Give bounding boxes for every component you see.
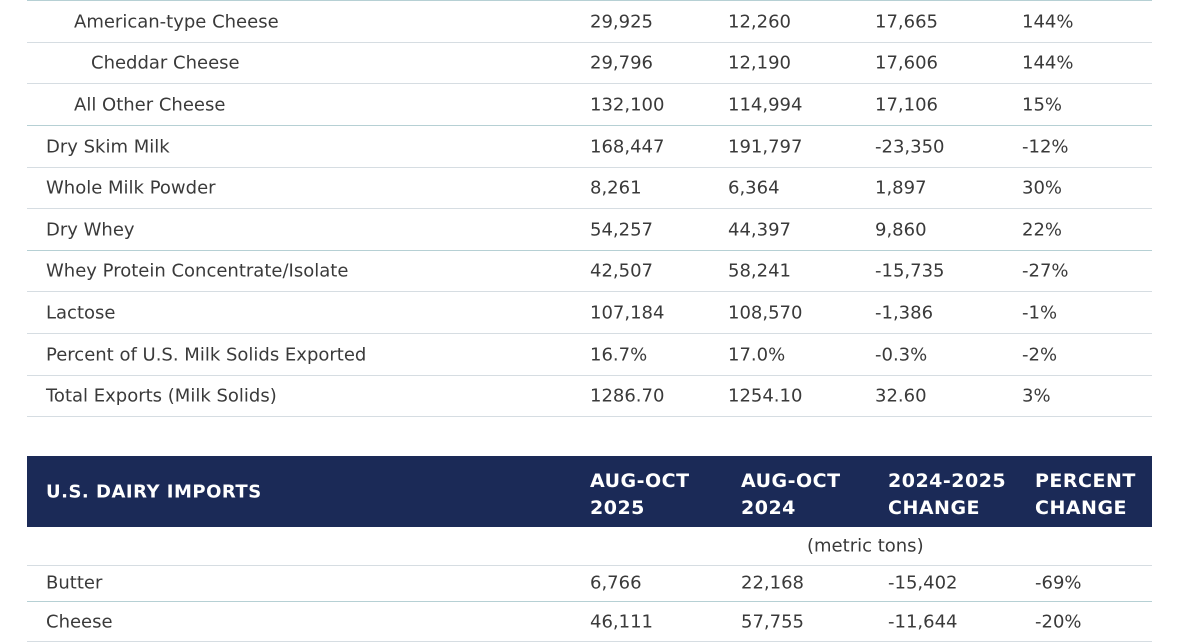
imports-title: U.S. DAIRY IMPORTS [46,481,262,502]
table-row: Lactose 107,184 108,570 -1,386 -1% [27,292,1152,334]
cell-v3: -11,644 [888,611,958,632]
table-row: Percent of U.S. Milk Solids Exported 16.7… [27,334,1152,376]
row-label: American-type Cheese [74,11,279,32]
cell-v1: 46,111 [590,611,653,632]
cell-v3: 17,606 [875,52,938,74]
row-label: Percent of U.S. Milk Solids Exported [46,344,367,365]
table-row: Whole Milk Powder 8,261 6,364 1,897 30% [27,168,1152,209]
cell-v2: 57,755 [741,611,804,632]
cell-v4: -2% [1022,344,1058,365]
cell-v4: -1% [1022,302,1058,323]
table-top-border [27,0,1152,1]
cell-v3: 9,860 [875,219,927,240]
units-label: (metric tons) [807,535,924,557]
table-row: Dry Skim Milk 168,447 191,797 -23,350 -12% [27,126,1152,168]
header-percent-change: PERCENT CHANGE [1035,470,1136,519]
cell-v3: -23,350 [875,136,945,157]
cell-v1: 6,766 [590,572,642,594]
header-aug-oct-2025: AUG-OCT 2025 [590,470,690,519]
row-label: All Other Cheese [74,94,226,115]
row-label: Whole Milk Powder [46,177,216,199]
cell-v1: 8,261 [590,177,642,199]
cell-v1: 1286.70 [590,385,665,407]
row-label: Cheese [46,611,113,632]
units-row: (metric tons) [27,527,1152,566]
cell-v3: 17,106 [875,94,938,115]
cell-v1: 132,100 [590,94,665,115]
row-label: Dry Whey [46,219,135,240]
row-label: Total Exports (Milk Solids) [46,385,277,407]
cell-v4: -20% [1035,611,1082,632]
cell-v2: 44,397 [728,219,791,240]
cell-v2: 114,994 [728,94,803,115]
cell-v4: -27% [1022,260,1069,282]
cell-v2: 17.0% [728,344,786,365]
cell-v3: 32.60 [875,385,927,407]
cell-v2: 108,570 [728,302,803,323]
header-change: 2024-2025 CHANGE [888,470,1007,519]
cell-v4: 144% [1022,11,1074,32]
imports-table-header: U.S. DAIRY IMPORTS AUG-OCT 2025 AUG-OCT … [27,456,1152,527]
cell-v1: 168,447 [590,136,665,157]
cell-v4: 144% [1022,52,1074,74]
cell-v1: 107,184 [590,302,665,323]
table-row: Cheese 46,111 57,755 -11,644 -20% [27,602,1152,642]
exports-table: American-type Cheese 29,925 12,260 17,665 14… [27,1,1152,417]
cell-v2: 12,190 [728,52,791,74]
cell-v3: -15,402 [888,572,958,594]
cell-v2: 6,364 [728,177,780,199]
table-row: Total Exports (Milk Solids) 1286.70 1254.1… [27,376,1152,417]
cell-v4: 22% [1022,219,1063,240]
cell-v1: 54,257 [590,219,653,240]
row-label: Whey Protein Concentrate/Isolate [46,260,349,282]
table-row: All Other Cheese 132,100 114,994 17,106 15% [27,84,1152,126]
imports-table: Butter 6,766 22,168 -15,402 -69% Cheese 46,111… [27,565,1152,642]
cell-v4: -12% [1022,136,1069,157]
row-label: Cheddar Cheese [91,52,240,74]
cell-v3: -0.3% [875,344,928,365]
row-label: Dry Skim Milk [46,136,170,157]
table-row: Whey Protein Concentrate/Isolate 42,507 58… [27,251,1152,292]
table-row: Cheddar Cheese 29,796 12,190 17,606 144% [27,43,1152,84]
cell-v3: 17,665 [875,11,938,32]
cell-v4: 30% [1022,177,1063,199]
cell-v1: 42,507 [590,260,653,282]
cell-v2: 12,260 [728,11,791,32]
cell-v2: 1254.10 [728,385,803,407]
row-label: Lactose [46,302,116,323]
cell-v2: 58,241 [728,260,791,282]
cell-v3: -1,386 [875,302,934,323]
cell-v3: -15,735 [875,260,945,282]
cell-v1: 29,796 [590,52,653,74]
cell-v4: -69% [1035,572,1082,594]
cell-v1: 16.7% [590,344,648,365]
cell-v3: 1,897 [875,177,927,199]
cell-v2: 22,168 [741,572,804,594]
header-aug-oct-2024: AUG-OCT 2024 [741,470,841,519]
table-row: American-type Cheese 29,925 12,260 17,665 14… [27,1,1152,43]
cell-v4: 3% [1022,385,1051,407]
cell-v2: 191,797 [728,136,803,157]
table-row: Butter 6,766 22,168 -15,402 -69% [27,565,1152,602]
row-label: Butter [46,572,103,594]
cell-v4: 15% [1022,94,1063,115]
cell-v1: 29,925 [590,11,653,32]
table-row: Dry Whey 54,257 44,397 9,860 22% [27,209,1152,251]
